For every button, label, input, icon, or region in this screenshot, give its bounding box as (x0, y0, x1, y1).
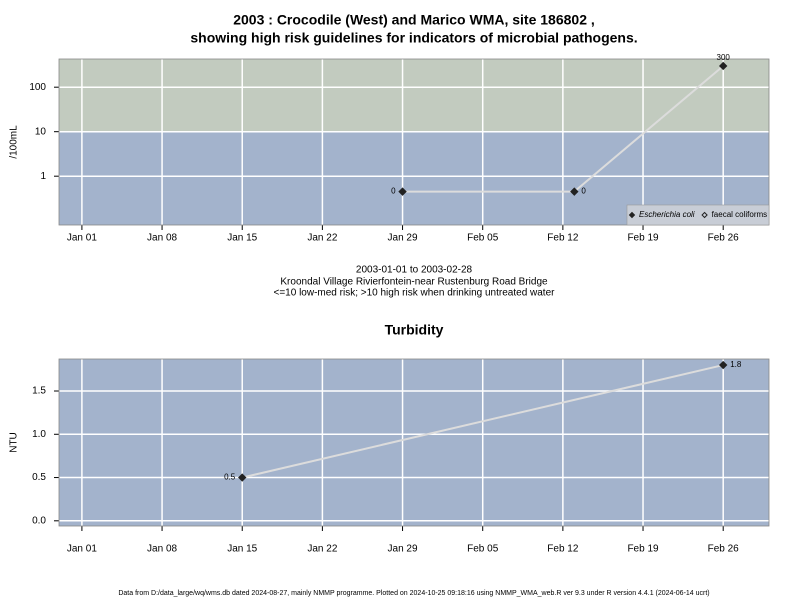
x-tick-label: Jan 08 (147, 544, 177, 555)
y-tick-label: 100 (29, 82, 46, 93)
x-tick-label: Feb 19 (627, 544, 659, 555)
x-tick-label: Jan 29 (388, 544, 418, 555)
x-tick-label: Feb 19 (627, 233, 659, 244)
y-tick-label: 1 (40, 171, 46, 182)
data-point (718, 61, 728, 71)
x-tick-label: Jan 01 (67, 544, 97, 555)
x-tick-label: Jan 15 (227, 233, 257, 244)
legend-label: Escherichia coli (639, 210, 695, 219)
chart-title: showing high risk guidelines for indicat… (190, 30, 637, 46)
y-axis-label: NTU (9, 432, 20, 453)
legend-marker (701, 211, 708, 219)
data-point (238, 473, 247, 482)
legend-box (626, 204, 770, 226)
footer: Data from D:/data_large/wq/wms.db dated … (118, 590, 709, 597)
value-label: 1.8 (730, 360, 742, 369)
value-label: 0 (391, 187, 396, 196)
x-tick-label: Jan 08 (147, 233, 177, 244)
y-axis-label: /100mL (9, 125, 20, 159)
value-label: 300 (717, 53, 731, 62)
x-tick-label: Feb 05 (467, 544, 499, 555)
plot-frame (58, 358, 770, 527)
x-tick-label: Feb 12 (547, 233, 579, 244)
caption: <=10 low-med risk; >10 high risk when dr… (274, 288, 556, 299)
x-tick-label: Feb 12 (547, 544, 579, 555)
y-tick-label: 0.5 (32, 472, 46, 483)
x-tick-label: Jan 15 (227, 544, 257, 555)
y-tick-label: 10 (35, 126, 47, 137)
x-tick-label: Feb 26 (708, 233, 740, 244)
legend-marker (628, 211, 636, 219)
x-tick-label: Jan 29 (388, 233, 418, 244)
high-risk-band (59, 59, 769, 132)
data-line (241, 364, 724, 479)
x-tick-label: Jan 22 (307, 544, 337, 555)
y-tick-label: 1.5 (32, 386, 46, 397)
data-point (398, 187, 407, 196)
value-label: 0 (581, 187, 586, 196)
x-tick-label: Feb 05 (467, 233, 499, 244)
chart-title: Turbidity (385, 322, 444, 338)
y-tick-label: 1.0 (32, 429, 46, 440)
plot-frame (58, 58, 770, 226)
value-label: 0.5 (224, 473, 236, 482)
legend-label: faecal coliforms (712, 210, 768, 219)
x-tick-label: Jan 01 (67, 233, 97, 244)
caption: Kroondal Village Rivierfontein-near Rust… (280, 277, 548, 288)
data-point (718, 360, 728, 370)
plot-background (59, 359, 769, 526)
x-tick-label: Feb 26 (708, 544, 740, 555)
x-tick-label: Jan 22 (307, 233, 337, 244)
data-point (570, 187, 579, 196)
chart-title: 2003 : Crocodile (West) and Marico WMA, … (233, 12, 595, 28)
caption: 2003-01-01 to 2003-02-28 (356, 265, 473, 276)
y-tick-label: 0.0 (32, 515, 46, 526)
